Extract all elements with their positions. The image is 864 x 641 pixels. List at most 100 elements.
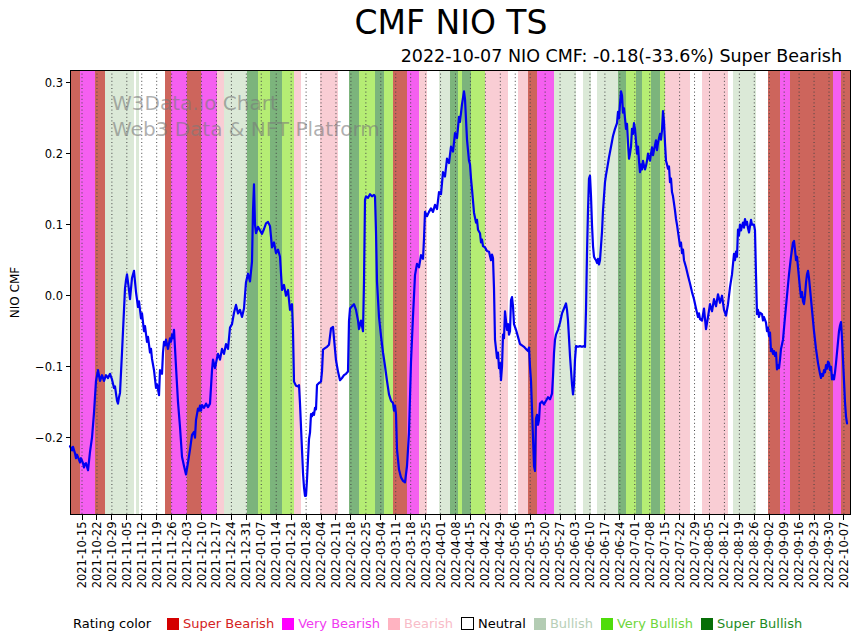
band-super_bullish [636, 70, 642, 515]
x-tick-2022-10-07: 2022-10-07 [836, 521, 851, 605]
x-tick-2022-07-01: 2022-07-01 [627, 521, 642, 605]
watermark-line-1: W3Data.io Chart [112, 90, 380, 116]
x-tick-2021-10-15: 2021-10-15 [75, 521, 90, 605]
x-tick-2021-11-26: 2021-11-26 [164, 521, 179, 605]
watermark-line-2: Web3 Data & NFT Platform [112, 116, 380, 142]
y-tick-−0.1: −0.1 [23, 360, 63, 374]
band-neutral [576, 70, 583, 515]
band-very_bullish [458, 70, 462, 515]
y-tick-0.3: 0.3 [23, 76, 63, 90]
x-tick-2021-12-31: 2021-12-31 [239, 521, 254, 605]
x-tick-2022-05-20: 2022-05-20 [538, 521, 553, 605]
x-tick-2022-06-10: 2022-06-10 [582, 521, 597, 605]
chart-canvas: CMF NIO TS 2022-10-07 NIO CMF: -0.18(-33… [0, 0, 864, 641]
chart-title: CMF NIO TS [61, 3, 841, 42]
x-tick-2022-06-24: 2022-06-24 [612, 521, 627, 605]
x-tick-2022-03-18: 2022-03-18 [403, 521, 418, 605]
x-tick-2022-04-15: 2022-04-15 [463, 521, 478, 605]
band-super_bearish [841, 70, 851, 515]
x-tick-2022-03-04: 2022-03-04 [373, 521, 388, 605]
legend-swatch-bearish [388, 618, 400, 630]
x-tick-2022-05-27: 2022-05-27 [553, 521, 568, 605]
legend-swatch-bullish [534, 618, 546, 630]
x-tick-2022-09-30: 2022-09-30 [822, 521, 837, 605]
x-tick-2022-02-18: 2022-02-18 [343, 521, 358, 605]
legend: Rating color Super Bearish Very Bearish Bea… [73, 616, 810, 634]
legend-label-very_bullish: Very Bullish [617, 616, 693, 631]
legend-label-super_bullish: Super Bullish [717, 616, 802, 631]
legend-swatch-neutral [461, 617, 474, 630]
band-bearish [665, 70, 690, 515]
x-tick-2022-04-01: 2022-04-01 [433, 521, 448, 605]
x-tick-2021-12-17: 2021-12-17 [209, 521, 224, 605]
x-tick-2021-11-05: 2021-11-05 [119, 521, 134, 605]
legend-label-bearish: Bearish [404, 616, 453, 631]
x-tick-2022-04-29: 2022-04-29 [493, 521, 508, 605]
band-super_bearish [768, 70, 780, 515]
legend-item-very_bearish: Very Bearish [282, 616, 380, 631]
x-tick-2021-11-12: 2021-11-12 [134, 521, 149, 605]
band-bullish [733, 70, 756, 515]
band-very_bearish [780, 70, 790, 515]
band-neutral [591, 70, 597, 515]
x-tick-2022-04-08: 2022-04-08 [448, 521, 463, 605]
legend-label-bullish: Bullish [550, 616, 593, 631]
band-neutral [756, 70, 768, 515]
band-super_bearish [393, 70, 407, 515]
legend-item-bullish: Bullish [534, 616, 593, 631]
band-super_bullish [618, 70, 626, 515]
x-tick-2022-08-19: 2022-08-19 [732, 521, 747, 605]
x-tick-2022-09-02: 2022-09-02 [762, 521, 777, 605]
band-bearish [485, 70, 508, 515]
legend-swatch-very_bullish [601, 618, 613, 630]
band-very_bullish [471, 70, 485, 515]
x-tick-2022-01-07: 2022-01-07 [254, 521, 269, 605]
x-tick-2022-09-23: 2022-09-23 [807, 521, 822, 605]
x-tick-2022-07-15: 2022-07-15 [657, 521, 672, 605]
x-tick-2021-12-03: 2021-12-03 [179, 521, 194, 605]
x-tick-2022-01-14: 2022-01-14 [269, 521, 284, 605]
legend-swatch-very_bearish [282, 618, 294, 630]
legend-item-very_bullish: Very Bullish [601, 616, 693, 631]
legend-swatch-super_bearish [167, 618, 179, 630]
legend-item-bearish: Bearish [388, 616, 453, 631]
x-tick-2022-07-08: 2022-07-08 [642, 521, 657, 605]
x-tick-2022-07-22: 2022-07-22 [672, 521, 687, 605]
x-tick-2022-09-09: 2022-09-09 [777, 521, 792, 605]
legend-swatch-super_bullish [701, 618, 713, 630]
band-neutral [427, 70, 439, 515]
band-neutral [508, 70, 518, 515]
chart-subtitle: 2022-10-07 NIO CMF: -0.18(-33.6%) Super … [401, 46, 842, 66]
legend-item-super_bearish: Super Bearish [167, 616, 274, 631]
x-tick-2022-08-26: 2022-08-26 [747, 521, 762, 605]
x-tick-2022-01-21: 2022-01-21 [284, 521, 299, 605]
x-tick-2022-05-13: 2022-05-13 [523, 521, 538, 605]
legend-label-very_bearish: Very Bearish [298, 616, 380, 631]
band-bullish [554, 70, 576, 515]
x-tick-2022-09-16: 2022-09-16 [792, 521, 807, 605]
band-super_bearish [790, 70, 833, 515]
legend-item-neutral: Neutral [461, 616, 526, 631]
x-tick-2021-10-22: 2021-10-22 [89, 521, 104, 605]
y-axis-label: NIO CMF [8, 253, 23, 333]
x-tick-2021-10-29: 2021-10-29 [104, 521, 119, 605]
band-very_bullish [384, 70, 393, 515]
legend-item-super_bullish: Super Bullish [701, 616, 802, 631]
x-tick-2022-06-03: 2022-06-03 [568, 521, 583, 605]
y-tick-−0.2: −0.2 [23, 431, 63, 445]
x-tick-2021-12-10: 2021-12-10 [194, 521, 209, 605]
x-tick-2022-02-25: 2022-02-25 [358, 521, 373, 605]
x-tick-2022-01-28: 2022-01-28 [299, 521, 314, 605]
legend-label-super_bearish: Super Bearish [183, 616, 274, 631]
band-bearish [518, 70, 528, 515]
watermark: W3Data.io Chart Web3 Data & NFT Platform [112, 90, 380, 142]
band-very_bearish [833, 70, 841, 515]
y-tick-0.2: 0.2 [23, 147, 63, 161]
band-bullish [597, 70, 618, 515]
legend-title: Rating color [73, 616, 151, 631]
x-tick-2021-12-24: 2021-12-24 [224, 521, 239, 605]
x-tick-2022-06-17: 2022-06-17 [597, 521, 612, 605]
legend-label-neutral: Neutral [478, 616, 526, 631]
x-tick-2022-02-11: 2022-02-11 [328, 521, 343, 605]
x-tick-2022-08-12: 2022-08-12 [717, 521, 732, 605]
